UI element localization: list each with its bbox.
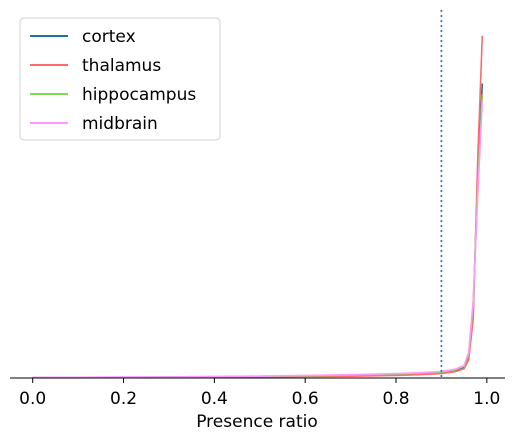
series-line-midbrain	[32, 101, 484, 379]
legend-label-midbrain: midbrain	[82, 114, 158, 134]
legend: cortex thalamus hippocampus midbrain	[19, 17, 221, 141]
x-tick-label: 0.2	[110, 389, 137, 409]
x-axis-label: Presence ratio	[196, 412, 318, 432]
series-layer	[32, 35, 484, 379]
legend-label-hippocampus: hippocampus	[82, 85, 196, 105]
legend-label-cortex: cortex	[82, 27, 136, 47]
legend-box	[19, 17, 221, 141]
legend-label-thalamus: thalamus	[82, 56, 161, 76]
x-tick-label: 0.0	[19, 389, 46, 409]
x-ticks: 0.0 0.2 0.4 0.6 0.8 1.0	[19, 378, 500, 409]
x-tick-label: 1.0	[473, 389, 500, 409]
x-tick-label: 0.4	[201, 389, 228, 409]
x-tick-label: 0.6	[292, 389, 319, 409]
x-tick-label: 0.8	[382, 389, 409, 409]
